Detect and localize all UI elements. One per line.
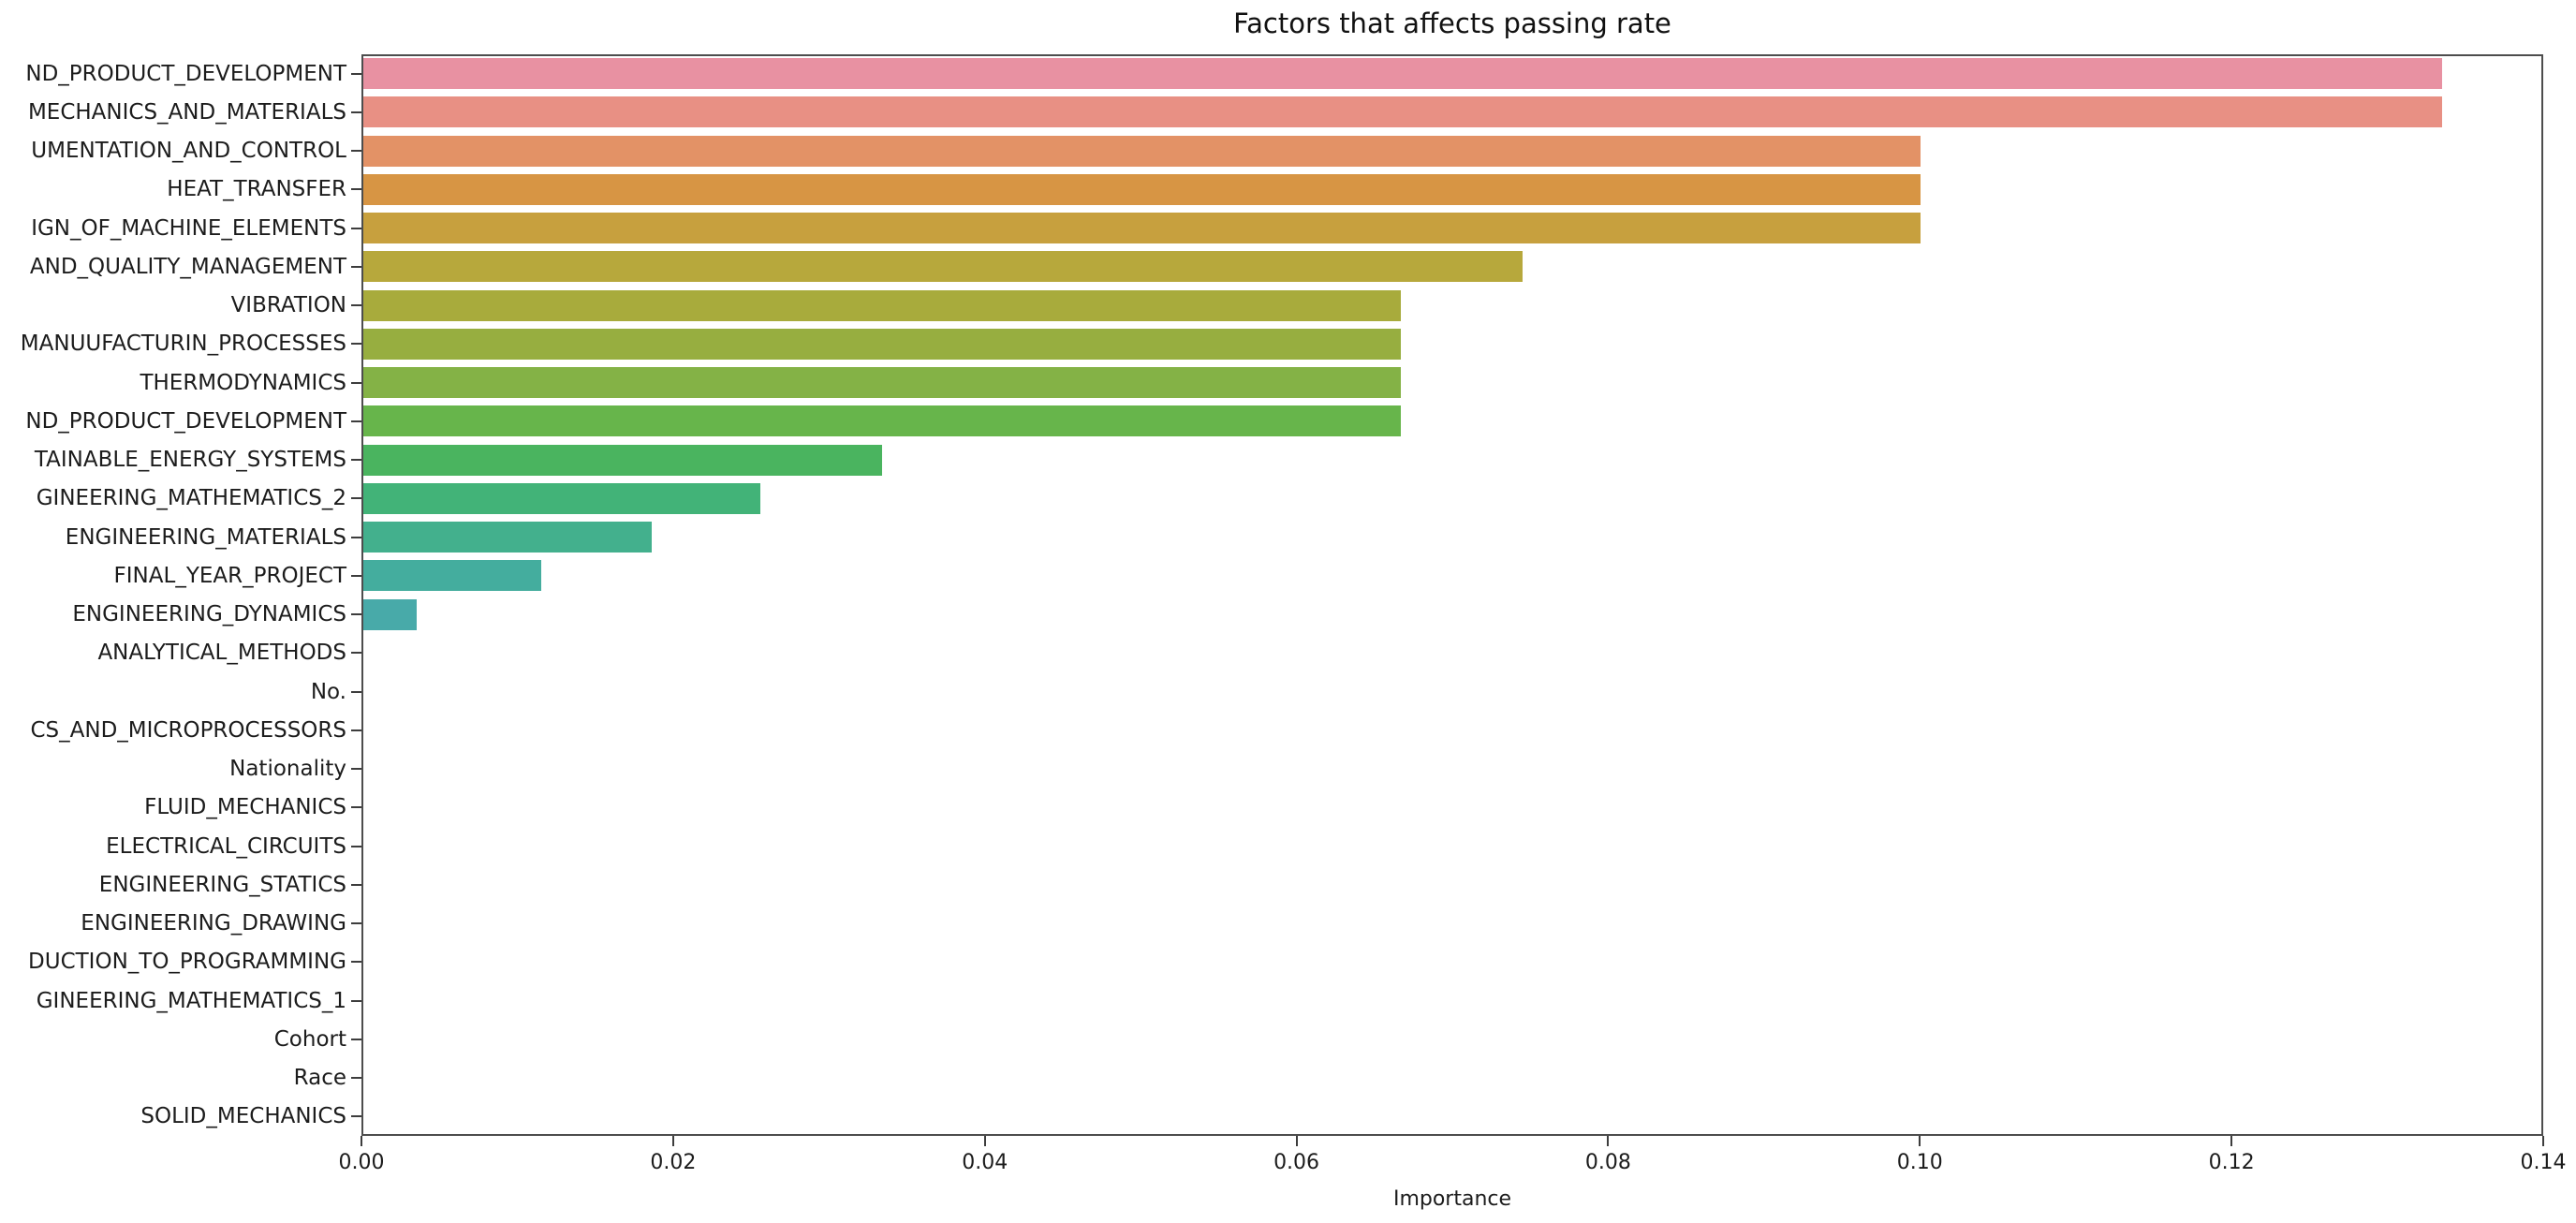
- y-tick-mark: [351, 72, 361, 75]
- y-tick-mark: [351, 652, 361, 655]
- y-axis-label: ND_PRODUCT_DEVELOPMENT: [25, 408, 346, 434]
- y-axis-label: GINEERING_MATHEMATICS_2: [36, 486, 346, 511]
- bar: [363, 444, 883, 476]
- bar: [363, 289, 1402, 321]
- x-tick-mark: [361, 1136, 362, 1146]
- y-axis-label: No.: [310, 679, 346, 704]
- y-axis-label: ENGINEERING_MATERIALS: [65, 524, 346, 550]
- bar: [363, 560, 541, 592]
- y-tick-mark: [351, 150, 361, 153]
- x-tick-mark: [983, 1136, 986, 1146]
- y-axis-label: TAINABLE_ENERGY_SYSTEMS: [34, 448, 346, 473]
- x-tick-mark: [2230, 1136, 2233, 1146]
- bar: [363, 367, 1402, 399]
- y-axis-label: VIBRATION: [230, 293, 346, 318]
- y-axis-label: MECHANICS_AND_MATERIALS: [27, 99, 346, 125]
- x-tick-label: 0.02: [650, 1151, 697, 1174]
- y-tick-mark: [351, 343, 361, 346]
- bar: [363, 405, 1402, 437]
- x-tick-mark: [1295, 1136, 1298, 1146]
- y-tick-mark: [351, 227, 361, 229]
- y-axis-label: Race: [293, 1066, 346, 1091]
- x-tick-mark: [1919, 1136, 1921, 1146]
- y-axis-label: FLUID_MECHANICS: [144, 795, 346, 820]
- y-tick-mark: [351, 304, 361, 307]
- x-tick-label: 0.00: [338, 1151, 385, 1174]
- plot-area: [361, 54, 2543, 1136]
- y-tick-mark: [351, 999, 361, 1002]
- y-tick-mark: [351, 420, 361, 422]
- x-tick-mark: [671, 1136, 674, 1146]
- y-tick-mark: [351, 613, 361, 616]
- y-tick-mark: [351, 845, 361, 847]
- y-tick-mark: [351, 961, 361, 964]
- y-tick-mark: [351, 459, 361, 462]
- bar: [363, 213, 1921, 244]
- y-axis-label: ELECTRICAL_CIRCUITS: [106, 833, 346, 859]
- y-tick-mark: [351, 922, 361, 925]
- y-axis-label: CS_AND_MICROPROCESSORS: [30, 717, 346, 743]
- x-axis-label: Importance: [1392, 1187, 1512, 1211]
- y-axis-label: THERMODYNAMICS: [140, 370, 346, 395]
- bar: [363, 522, 652, 553]
- y-axis-label: GINEERING_MATHEMATICS_1: [36, 988, 346, 1013]
- bar: [363, 173, 1921, 205]
- x-tick-label: 0.14: [2520, 1151, 2567, 1174]
- y-axis-label: ENGINEERING_STATICS: [98, 872, 346, 897]
- y-axis-label: UMENTATION_AND_CONTROL: [31, 139, 346, 164]
- y-axis-label: Nationality: [229, 757, 346, 782]
- x-tick-mark: [1607, 1136, 1610, 1146]
- y-axis-label: IGN_OF_MACHINE_ELEMENTS: [31, 215, 346, 241]
- bar: [363, 251, 1524, 283]
- y-axis-label: DUCTION_TO_PROGRAMMING: [28, 950, 346, 975]
- y-axis-label: MANUUFACTURIN_PROCESSES: [20, 332, 346, 357]
- y-tick-mark: [351, 729, 361, 731]
- y-tick-mark: [351, 1038, 361, 1040]
- y-tick-mark: [351, 111, 361, 113]
- x-tick-label: 0.08: [1584, 1151, 1631, 1174]
- y-tick-mark: [351, 883, 361, 886]
- y-tick-mark: [351, 1115, 361, 1118]
- y-tick-mark: [351, 188, 361, 191]
- x-tick-mark: [2542, 1136, 2544, 1146]
- bar: [363, 328, 1402, 360]
- y-tick-mark: [351, 497, 361, 500]
- y-axis-label: ND_PRODUCT_DEVELOPMENT: [25, 61, 346, 86]
- bar: [363, 58, 2443, 90]
- chart-title: Factors that affects passing rate: [1233, 7, 1671, 39]
- y-tick-mark: [351, 536, 361, 538]
- y-tick-mark: [351, 574, 361, 577]
- y-tick-mark: [351, 806, 361, 809]
- bar: [363, 598, 417, 630]
- y-axis-label: SOLID_MECHANICS: [140, 1104, 346, 1129]
- y-axis-label: AND_QUALITY_MANAGEMENT: [29, 254, 346, 279]
- x-tick-label: 0.06: [1273, 1151, 1320, 1174]
- y-axis-label: FINAL_YEAR_PROJECT: [113, 563, 346, 588]
- x-tick-label: 0.04: [962, 1151, 1008, 1174]
- y-axis-label: ENGINEERING_DYNAMICS: [72, 602, 346, 627]
- y-tick-mark: [351, 265, 361, 268]
- y-axis-label: HEAT_TRANSFER: [167, 177, 346, 202]
- bar: [363, 482, 761, 514]
- y-axis-label: ANALYTICAL_METHODS: [97, 641, 346, 666]
- y-tick-mark: [351, 381, 361, 384]
- x-tick-label: 0.12: [2208, 1151, 2255, 1174]
- y-axis-label: Cohort: [273, 1026, 346, 1052]
- y-axis-label: ENGINEERING_DRAWING: [81, 911, 346, 936]
- x-tick-label: 0.10: [1896, 1151, 1943, 1174]
- y-tick-mark: [351, 1077, 361, 1080]
- y-tick-mark: [351, 690, 361, 693]
- bar: [363, 96, 2443, 128]
- bar: [363, 135, 1921, 167]
- y-tick-mark: [351, 768, 361, 771]
